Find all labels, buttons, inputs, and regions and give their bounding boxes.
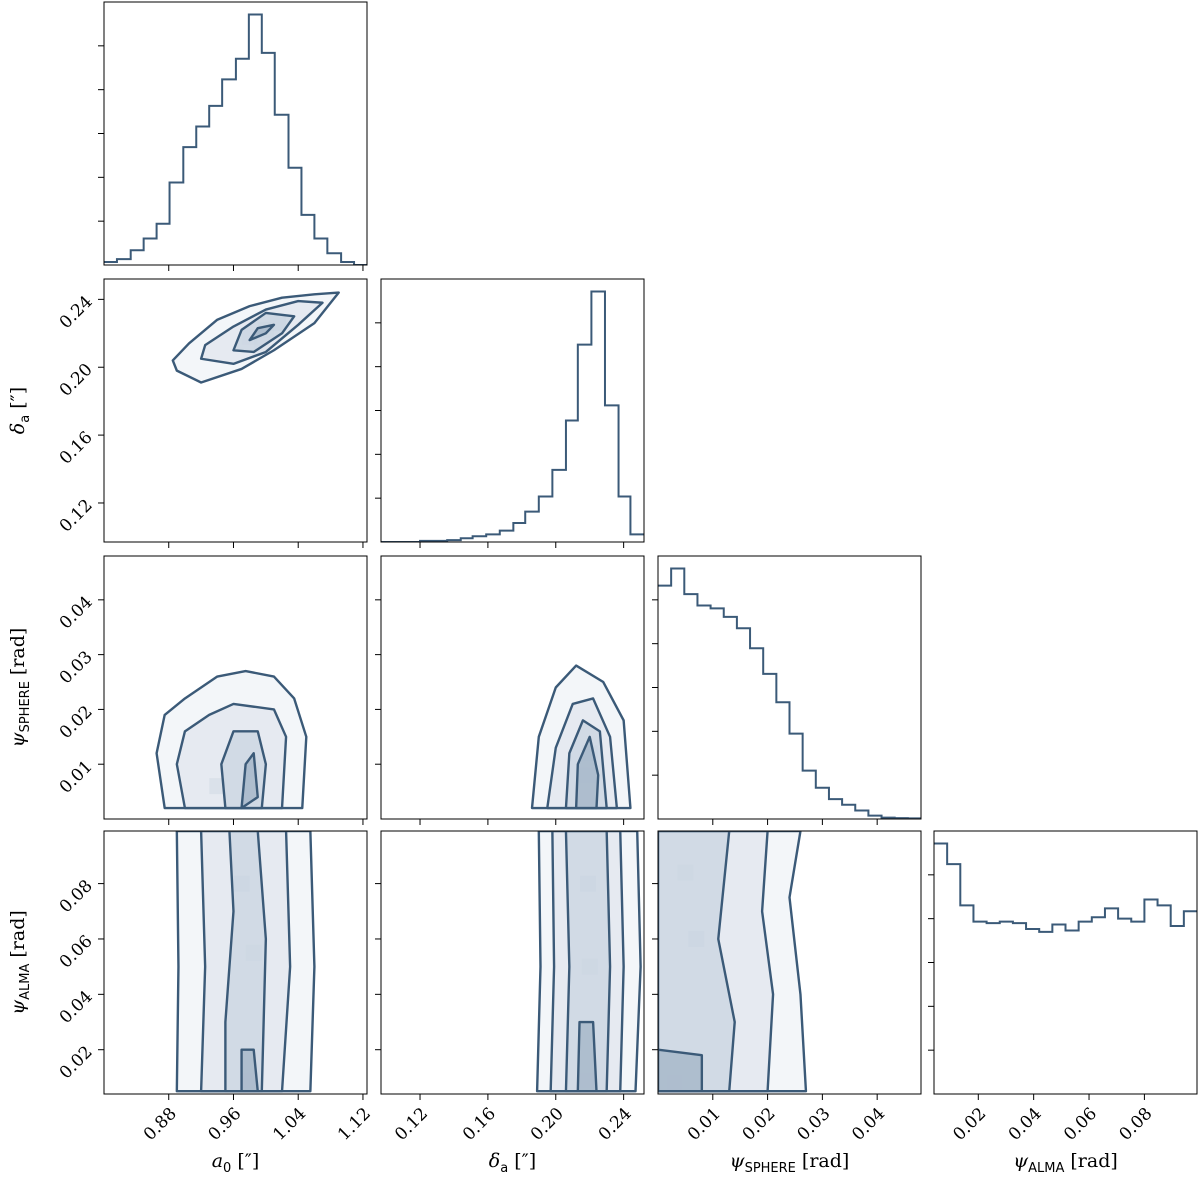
histogram-psiA [934,842,1197,933]
panel-content [530,664,632,810]
xtick-label: 1.04 [269,1104,310,1145]
xtick-label: 0.01 [684,1104,725,1145]
panel-frame [103,830,368,1095]
ytick-label: 0.12 [56,496,97,537]
panel-content [104,13,367,265]
panel-0-0 [98,1,368,271]
xtick-label: 0.96 [205,1104,246,1145]
xtick-label: 0.08 [1116,1104,1157,1145]
contour-level-4 [576,1020,598,1093]
xtick-label: 0.03 [793,1104,834,1145]
contour-level-3 [564,831,612,1093]
panel-1-1 [375,278,645,548]
panel-frame [380,555,645,820]
panel-content [658,831,808,1093]
panel-1-0: 0.12 0.16 0.20 0.24 [56,278,368,548]
xtick-label: 0.04 [848,1104,889,1145]
panel-frame [103,278,368,543]
histogram-psiS [658,567,921,819]
contour-level-3 [224,831,268,1093]
ytick-label: 0.24 [56,292,97,333]
panel-content [171,291,340,384]
contour-level-3 [658,831,736,1093]
contour-level-4 [658,1048,704,1093]
ytick-label: 0.02 [56,1042,97,1083]
ytick-label: 0.04 [56,592,97,633]
contour-level-4 [240,752,259,810]
xtick-label: 0.02 [949,1104,990,1145]
panel-2-2 [652,555,922,825]
panel-2-1 [375,555,645,825]
xtick-label: 0.06 [1060,1104,1101,1145]
panel-frame [657,830,922,1095]
xtick-label: 0.04 [1005,1104,1046,1145]
xlabel-psiS: ψSPHERE [rad] [730,1150,850,1176]
xtick-label: 1.12 [334,1104,375,1145]
histogram-delta [381,290,644,542]
ylabel-psiS: ψSPHERE [rad] [7,628,33,748]
panel-content [934,842,1197,933]
ylabel-delta: δa [″] [7,387,33,434]
ytick-label: 0.04 [56,987,97,1028]
ytick-label: 0.16 [56,428,97,469]
panel-content [535,831,642,1093]
panel-frame [657,555,922,820]
panel-content [381,290,644,542]
ytick-label: 0.01 [56,757,97,798]
ytick-label: 0.03 [56,647,97,688]
ytick-label: 0.02 [56,702,97,743]
panel-frame [380,278,645,543]
xlabel-a0: a0 [″] [212,1150,260,1176]
ytick-label: 0.08 [56,876,97,917]
xtick-label: 0.16 [459,1104,500,1145]
panel-2-0: 0.01 0.02 0.03 0.04 [56,555,368,825]
xtick-label: 0.12 [391,1104,432,1145]
panel-content [658,567,921,819]
panel-3-3: 0.02 0.04 0.06 0.08 [928,830,1198,1145]
histogram-a0 [104,13,367,265]
contour-level-4 [248,323,276,342]
panel-content [175,831,316,1093]
ylabel-psiA: ψALMA [rad] [7,910,33,1015]
panel-frame [380,830,645,1095]
panel-3-0: 0.02 0.04 0.06 0.08 0.88 0.96 1.04 1.12 [56,830,375,1145]
ytick-label: 0.06 [56,932,97,973]
ytick-label: 0.20 [56,360,97,401]
contour-level-4 [240,1048,259,1093]
panel-frame [933,830,1198,1095]
xlabel-delta: δa [″] [489,1150,536,1176]
xlabel-psiA: ψALMA [rad] [1013,1150,1118,1176]
panel-content [155,669,308,810]
panel-3-2: 0.01 0.02 0.03 0.04 [652,830,922,1145]
panel-frame [103,555,368,820]
xtick-label: 0.20 [527,1104,568,1145]
xtick-label: 0.88 [140,1104,181,1145]
contour-level-4 [574,735,600,810]
panel-3-1: 0.12 0.16 0.20 0.24 [375,830,645,1145]
xtick-label: 0.24 [595,1104,636,1145]
panel-frame [103,1,368,266]
xtick-label: 0.02 [739,1104,780,1145]
